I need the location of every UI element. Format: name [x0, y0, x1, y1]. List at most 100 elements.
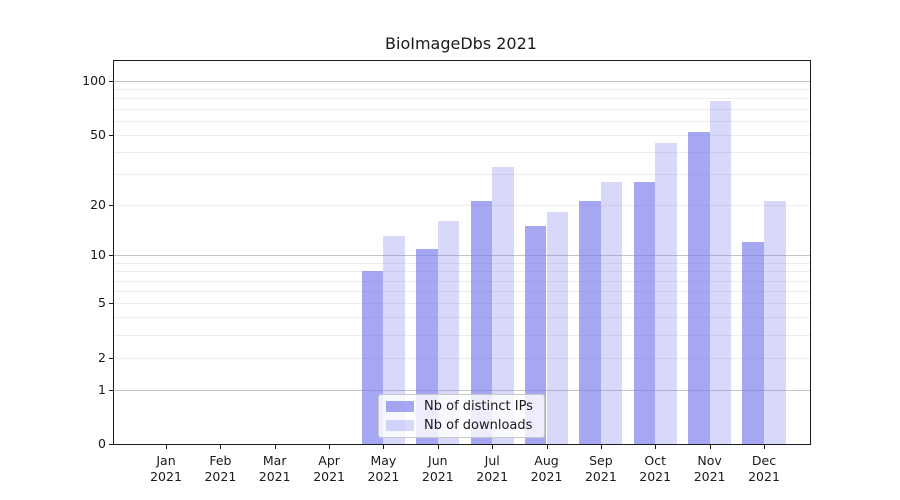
chart-title: BioImageDbs 2021: [385, 34, 537, 53]
x-tick-label: Jun 2021: [410, 453, 466, 484]
x-tick-month: Feb: [209, 453, 232, 468]
x-tick-month: Jun: [428, 453, 448, 468]
bar-distinct-ips: [579, 200, 601, 444]
x-tick-month: Nov: [697, 453, 722, 468]
gridline-minor: [114, 291, 810, 292]
x-tick-month: Apr: [318, 453, 340, 468]
bar-downloads: [492, 166, 514, 444]
y-tick-mark: [109, 255, 113, 257]
x-tick-year: 2021: [639, 468, 672, 484]
gridline-major: [114, 389, 810, 391]
bar-downloads: [600, 181, 623, 444]
gridline-minor: [114, 151, 810, 153]
y-tick-label: 20: [90, 196, 106, 212]
x-tick-month: Mar: [262, 453, 287, 468]
x-tick-mark: [600, 445, 602, 449]
legend-label-distinct-ips: Nb of distinct IPs: [424, 399, 533, 414]
gridline-minor: [114, 262, 810, 264]
gridline-minor: [114, 280, 810, 282]
y-tick-label: 1: [98, 381, 106, 397]
gridline-minor: [114, 134, 810, 136]
legend-item-downloads: Nb of downloads: [386, 418, 544, 433]
gridline-minor: [114, 108, 810, 110]
x-tick-mark: [329, 445, 331, 449]
gridline-minor: [114, 271, 810, 273]
x-tick-label: Apr 2021: [301, 453, 357, 484]
legend-item-distinct-ips: Nb of distinct IPs: [386, 399, 544, 414]
x-tick-mark: [437, 445, 439, 449]
x-tick-month: Oct: [644, 453, 666, 468]
y-tick-label: 2: [98, 349, 106, 365]
gridline-minor: [114, 303, 810, 305]
gridline-minor: [114, 317, 810, 319]
bar-downloads: [709, 101, 732, 444]
x-tick-label: Feb 2021: [192, 453, 248, 484]
y-tick-label: 100: [82, 73, 106, 88]
x-tick-mark: [492, 445, 494, 449]
gridline-minor: [114, 204, 810, 206]
bar-distinct-ips: [633, 181, 656, 444]
gridline-minor: [114, 120, 810, 122]
x-tick-year: 2021: [150, 468, 182, 484]
x-tick-label: Dec 2021: [736, 453, 792, 484]
gridline-minor: [114, 335, 810, 336]
y-tick-mark: [109, 81, 113, 82]
x-tick-mark: [546, 445, 548, 449]
x-tick-year: 2021: [313, 468, 345, 484]
x-tick-year: 2021: [258, 468, 291, 484]
x-tick-label: Jul 2021: [464, 453, 520, 484]
y-tick-label: 50: [90, 126, 106, 142]
bar-downloads: [383, 236, 405, 444]
x-tick-year: 2021: [530, 468, 563, 484]
x-tick-month: May: [370, 453, 397, 468]
legend: Nb of distinct IPs Nb of downloads: [378, 394, 545, 438]
bar-distinct-ips: [361, 271, 384, 444]
x-tick-mark: [764, 445, 765, 449]
x-tick-mark: [383, 445, 385, 449]
legend-swatch-distinct-ips: [386, 401, 414, 412]
x-tick-label: Oct 2021: [627, 453, 683, 484]
gridline-major: [114, 81, 810, 82]
y-tick-mark: [109, 204, 113, 206]
x-tick-month: Aug: [534, 453, 559, 468]
y-tick-label: 10: [90, 247, 106, 263]
x-tick-mark: [220, 445, 222, 449]
x-tick-label: Mar 2021: [247, 453, 303, 484]
y-tick-mark: [109, 134, 113, 136]
gridline-major: [114, 255, 810, 257]
x-tick-month: Jan: [156, 453, 176, 468]
x-tick-mark: [709, 445, 711, 449]
y-tick-mark: [109, 444, 113, 445]
bar-distinct-ips: [742, 242, 764, 444]
legend-swatch-downloads: [386, 420, 414, 431]
x-tick-year: 2021: [367, 468, 400, 484]
x-tick-month: Dec: [751, 453, 777, 468]
gridline-minor: [114, 173, 810, 175]
y-tick-label: 0: [98, 436, 106, 451]
bar-distinct-ips: [470, 200, 493, 444]
bar-downloads: [546, 212, 569, 444]
gridline-minor: [114, 357, 810, 359]
x-tick-mark: [166, 445, 167, 449]
bar-downloads: [764, 200, 786, 444]
x-tick-year: 2021: [204, 468, 237, 484]
gridline-minor: [114, 89, 810, 91]
bar-distinct-ips: [688, 131, 710, 444]
y-tick-mark: [109, 389, 113, 391]
bar-distinct-ips: [524, 225, 547, 444]
x-tick-mark: [655, 445, 657, 449]
y-tick-label: 5: [98, 295, 106, 311]
x-tick-label: Jan 2021: [138, 453, 194, 484]
x-tick-label: Sep 2021: [573, 453, 629, 484]
x-tick-year: 2021: [693, 468, 726, 484]
x-tick-label: Nov 2021: [682, 453, 738, 484]
x-tick-year: 2021: [421, 468, 454, 484]
x-tick-mark: [274, 445, 276, 449]
x-tick-year: 2021: [748, 468, 780, 484]
bar-downloads: [655, 142, 677, 444]
x-tick-month: Sep: [589, 453, 613, 468]
x-tick-year: 2021: [476, 468, 509, 484]
x-tick-year: 2021: [584, 468, 617, 484]
y-tick-mark: [109, 357, 113, 359]
